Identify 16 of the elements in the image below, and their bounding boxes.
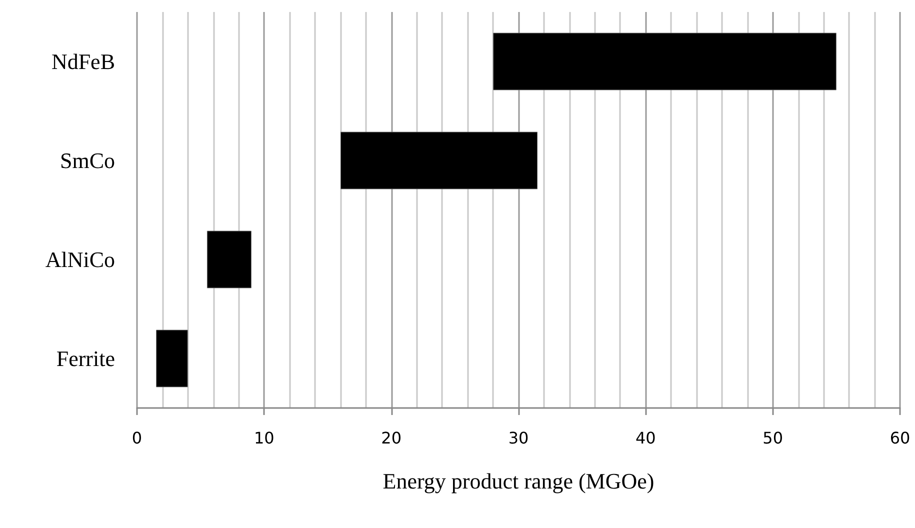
y-tick-label: SmCo: [60, 148, 115, 173]
bar: [156, 330, 188, 388]
x-tick-label: 20: [381, 428, 402, 448]
x-tick-label: 40: [635, 428, 656, 448]
bar: [493, 32, 836, 90]
bar: [340, 132, 538, 190]
x-tick-label: 60: [890, 428, 910, 448]
x-tick-label: 50: [762, 428, 784, 448]
x-tick-label: 0: [132, 428, 142, 448]
x-axis-title: Energy product range (MGOe): [382, 468, 654, 494]
y-tick-label: Ferrite: [56, 346, 115, 371]
y-tick-label: AlNiCo: [45, 247, 115, 272]
x-tick-label: 10: [254, 428, 274, 448]
bar: [206, 230, 252, 288]
x-tick-label: 30: [508, 428, 529, 448]
y-tick-label: NdFeB: [51, 49, 115, 74]
